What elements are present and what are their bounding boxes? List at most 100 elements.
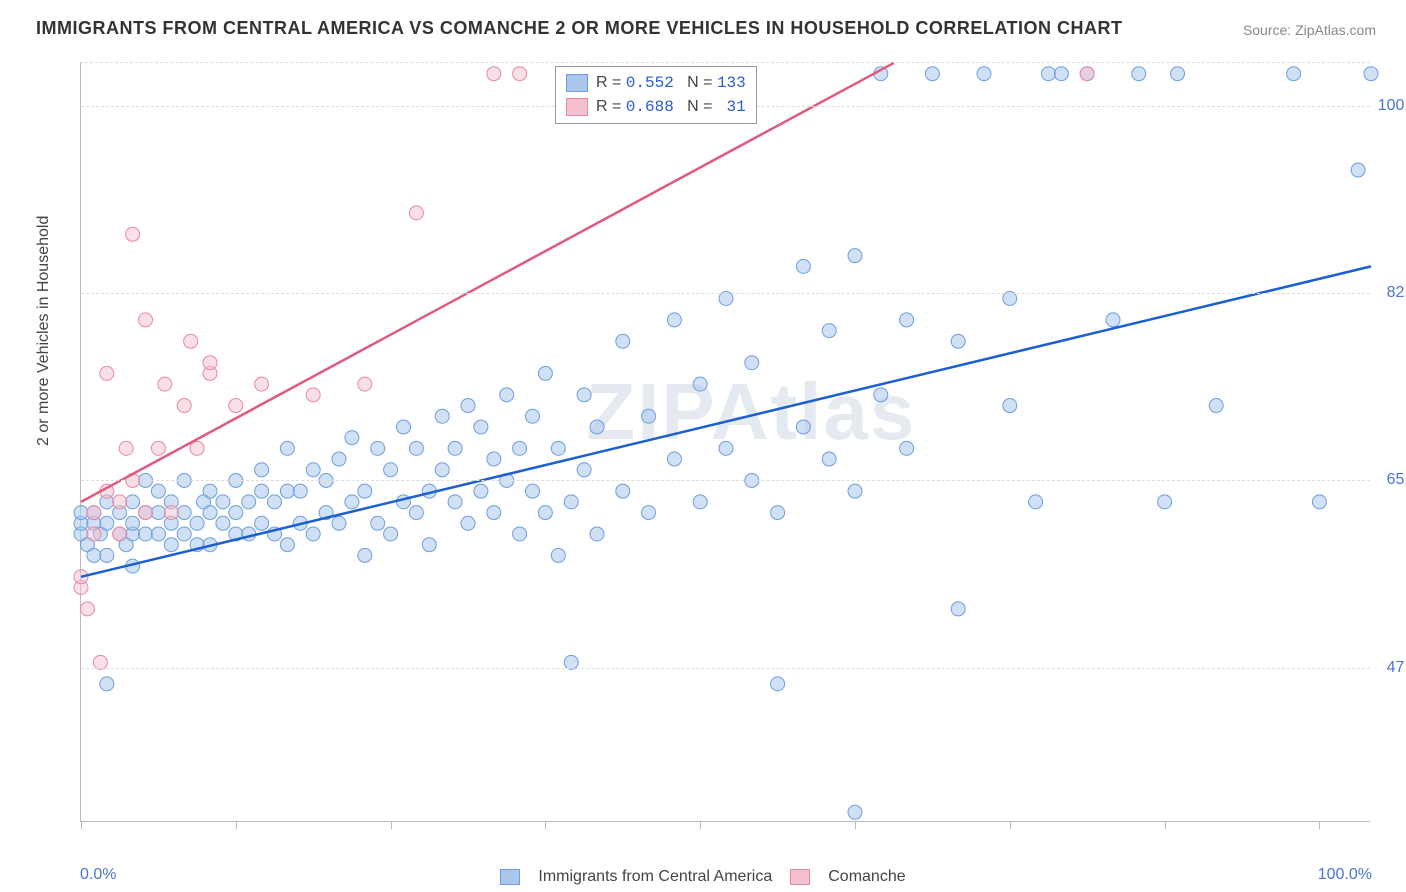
data-point: [358, 484, 372, 498]
data-point: [100, 366, 114, 380]
data-point: [487, 67, 501, 81]
data-point: [526, 484, 540, 498]
data-point: [306, 527, 320, 541]
data-point: [151, 484, 165, 498]
data-point: [255, 516, 269, 530]
data-point: [280, 538, 294, 552]
legend-row: R = 0.552 N = 133: [566, 71, 746, 95]
data-point: [177, 527, 191, 541]
data-point: [126, 516, 140, 530]
x-tick: [700, 821, 701, 829]
data-point: [538, 506, 552, 520]
data-point: [925, 67, 939, 81]
gridline: [81, 293, 1370, 294]
data-point: [177, 506, 191, 520]
data-point: [822, 452, 836, 466]
data-point: [164, 538, 178, 552]
data-point: [345, 431, 359, 445]
y-tick-label: 65.0%: [1387, 471, 1406, 489]
data-point: [358, 548, 372, 562]
data-point: [513, 441, 527, 455]
data-point: [435, 409, 449, 423]
source-label: Source:: [1243, 22, 1291, 38]
source-link[interactable]: ZipAtlas.com: [1295, 22, 1376, 38]
data-point: [203, 484, 217, 498]
data-point: [100, 548, 114, 562]
data-point: [822, 324, 836, 338]
x-tick: [1165, 821, 1166, 829]
data-point: [280, 441, 294, 455]
data-point: [513, 527, 527, 541]
data-point: [526, 409, 540, 423]
data-point: [487, 506, 501, 520]
y-tick-label: 82.5%: [1387, 284, 1406, 302]
series-legend: Immigrants from Central AmericaComanche: [0, 868, 1406, 886]
legend-row: R = 0.688 N = 31: [566, 95, 746, 119]
data-point: [306, 463, 320, 477]
data-point: [616, 484, 630, 498]
data-point: [642, 409, 656, 423]
series-name: Comanche: [828, 868, 905, 886]
x-tick: [855, 821, 856, 829]
data-point: [771, 506, 785, 520]
data-point: [306, 388, 320, 402]
legend-swatch: [566, 74, 588, 92]
correlation-legend: R = 0.552 N = 133R = 0.688 N = 31: [555, 66, 757, 124]
data-point: [151, 441, 165, 455]
x-tick: [81, 821, 82, 829]
data-point: [203, 506, 217, 520]
data-point: [216, 495, 230, 509]
data-point: [513, 67, 527, 81]
data-point: [113, 527, 127, 541]
data-point: [126, 227, 140, 241]
data-point: [345, 495, 359, 509]
data-point: [255, 463, 269, 477]
legend-swatch: [566, 98, 588, 116]
data-point: [796, 259, 810, 273]
data-point: [409, 206, 423, 220]
data-point: [874, 388, 888, 402]
data-point: [848, 805, 862, 819]
data-point: [100, 516, 114, 530]
data-point: [474, 420, 488, 434]
data-point: [80, 602, 94, 616]
gridline: [81, 668, 1370, 669]
data-point: [384, 527, 398, 541]
data-point: [693, 495, 707, 509]
data-point: [435, 463, 449, 477]
data-point: [900, 441, 914, 455]
data-point: [1351, 163, 1365, 177]
data-point: [577, 463, 591, 477]
data-point: [268, 495, 282, 509]
data-point: [74, 506, 88, 520]
data-point: [590, 420, 604, 434]
data-point: [332, 516, 346, 530]
data-point: [487, 452, 501, 466]
data-point: [642, 506, 656, 520]
data-point: [409, 506, 423, 520]
data-point: [848, 249, 862, 263]
data-point: [371, 441, 385, 455]
data-point: [977, 67, 991, 81]
data-point: [448, 441, 462, 455]
data-point: [667, 452, 681, 466]
data-point: [474, 484, 488, 498]
legend-stats: R = 0.552 N = 133: [596, 71, 746, 95]
data-point: [177, 399, 191, 413]
data-point: [87, 506, 101, 520]
data-point: [1209, 399, 1223, 413]
data-point: [719, 441, 733, 455]
data-point: [900, 313, 914, 327]
data-point: [100, 677, 114, 691]
data-point: [667, 313, 681, 327]
series-swatch: [790, 869, 810, 885]
data-point: [745, 356, 759, 370]
data-point: [448, 495, 462, 509]
data-point: [461, 516, 475, 530]
data-point: [848, 484, 862, 498]
scatter-svg: [81, 63, 1370, 821]
data-point: [139, 313, 153, 327]
y-tick-label: 47.5%: [1387, 659, 1406, 677]
x-tick: [1010, 821, 1011, 829]
x-tick: [1319, 821, 1320, 829]
